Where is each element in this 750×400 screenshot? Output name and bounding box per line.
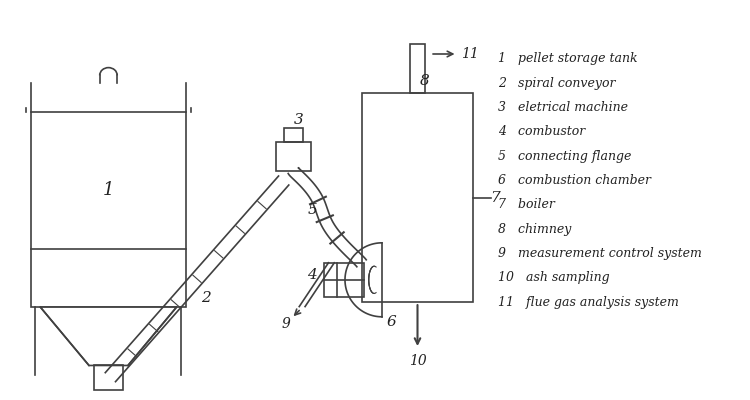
Bar [362, 93, 473, 302]
Text: 8: 8 [419, 74, 429, 88]
Text: 3   eletrical machine: 3 eletrical machine [498, 101, 628, 114]
Text: 7   boiler: 7 boiler [498, 198, 555, 211]
Bar [31, 112, 186, 307]
Text: 9   measurement control system: 9 measurement control system [498, 247, 702, 260]
Text: 3: 3 [293, 113, 303, 127]
Text: 1: 1 [103, 181, 114, 199]
Bar [323, 263, 364, 297]
Bar [410, 44, 425, 93]
Text: 11   flue gas analysis system: 11 flue gas analysis system [498, 296, 679, 309]
Text: 4   combustor: 4 combustor [498, 125, 585, 138]
Text: 6: 6 [387, 315, 397, 329]
Text: 4: 4 [307, 268, 316, 282]
Bar [284, 128, 303, 142]
Text: 6   combustion chamber: 6 combustion chamber [498, 174, 651, 187]
Text: 8   chimney: 8 chimney [498, 223, 572, 236]
Text: 2: 2 [201, 292, 211, 306]
Text: 5   connecting flange: 5 connecting flange [498, 150, 632, 163]
Text: 9: 9 [281, 317, 290, 331]
Text: 10   ash sampling: 10 ash sampling [498, 271, 610, 284]
Text: 10: 10 [409, 354, 427, 368]
Bar [276, 142, 311, 171]
Bar [94, 366, 123, 390]
Text: 5: 5 [308, 203, 318, 217]
Text: 1   pellet storage tank: 1 pellet storage tank [498, 52, 638, 65]
Text: 2   spiral conveyor: 2 spiral conveyor [498, 77, 615, 90]
Text: 11: 11 [461, 47, 479, 61]
Text: 7: 7 [490, 190, 500, 204]
Polygon shape [40, 307, 176, 366]
